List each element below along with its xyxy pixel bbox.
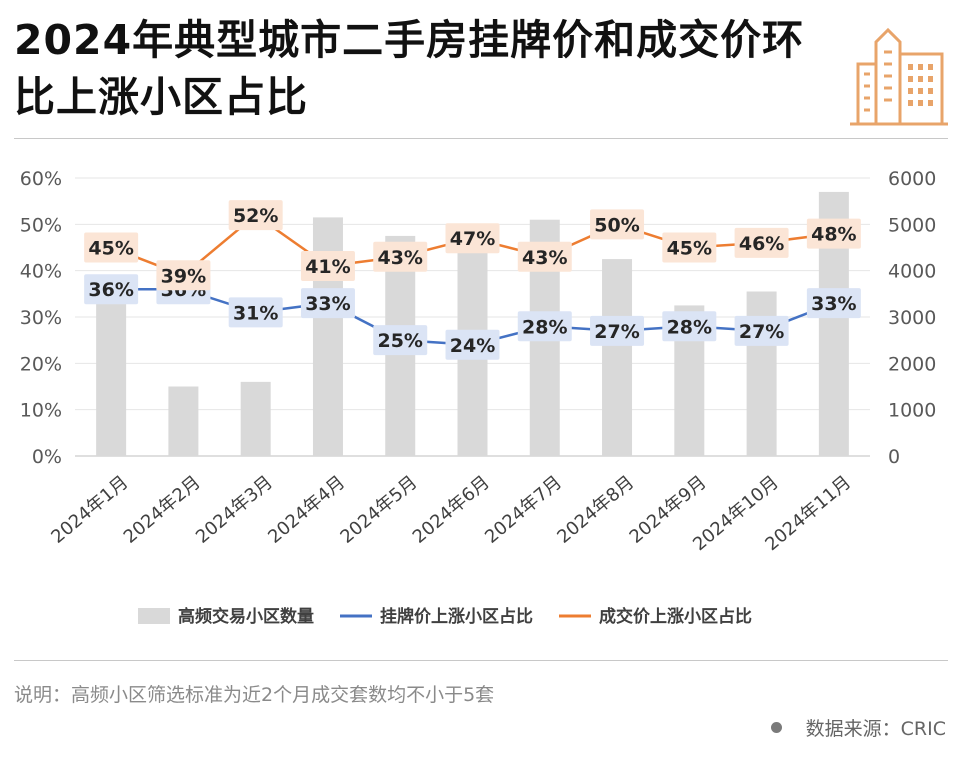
listing-price-data-label: 24% (450, 335, 495, 357)
listing-price-label-bg (445, 329, 500, 360)
deal-price-label-bg (590, 209, 645, 240)
listing-price-data-label: 31% (233, 302, 278, 324)
bullet-dot-icon (770, 722, 782, 733)
bottom-divider (14, 660, 948, 661)
listing-price-label-bg (517, 311, 572, 342)
y-left-tick-label: 60% (20, 168, 62, 190)
listing-price-data-label: 36% (88, 279, 133, 301)
source-line: 数据来源：CRIC (770, 714, 946, 741)
listing-price-label-bg (300, 288, 355, 319)
deal-price-label-bg (373, 241, 428, 272)
y-left-tick-label: 0% (32, 446, 62, 468)
y-right-tick-label: 6000 (888, 168, 936, 190)
bar (168, 386, 199, 456)
deal-price-label-bg (806, 218, 861, 249)
x-tick-label: 2024年4月 (264, 472, 349, 548)
bar (240, 381, 271, 456)
deal-price-label-bg (300, 251, 355, 282)
deal-price-data-label: 52% (233, 205, 278, 227)
x-tick-label: 2024年6月 (409, 472, 494, 548)
y-right-tick-label: 5000 (888, 214, 936, 236)
listing-price-data-label: 28% (522, 316, 567, 338)
x-tick-label: 2024年3月 (192, 472, 277, 548)
y-right-tick-label: 4000 (888, 261, 936, 283)
y-left-tick-label: 40% (20, 261, 62, 283)
legend-label: 高频交易小区数量 (178, 606, 314, 627)
legend-label: 挂牌价上涨小区占比 (380, 606, 533, 627)
deal-price-data-label: 46% (739, 233, 784, 255)
x-tick-label: 2024年8月 (553, 472, 638, 548)
y-right-tick-label: 2000 (888, 353, 936, 375)
chart-area: 0% 10% 20% 30% 40% 50% 60% 0 1000 2000 3000 4000 500… (20, 168, 937, 627)
y-left-tick-label: 20% (20, 353, 62, 375)
y-left-tick-label: 50% (20, 214, 62, 236)
chart-title: 2024年典型城市二手房挂牌价和成交价环比上涨小区占比 (14, 16, 805, 121)
listing-price-label-bg (806, 288, 861, 319)
listing-price-data-label: 28% (667, 316, 712, 338)
listing-price-label-bg (662, 311, 717, 342)
x-tick-label: 2024年2月 (120, 472, 205, 548)
listing-price-data-label: 25% (377, 330, 422, 352)
building-logo-icon (850, 27, 948, 126)
deal-price-data-label: 45% (667, 238, 712, 260)
listing-price-label-bg (590, 315, 645, 346)
listing-price-label-bg (228, 297, 283, 328)
deal-price-label-bg (156, 260, 211, 291)
deal-price-data-label: 43% (377, 247, 422, 269)
footnote: 说明：高频小区筛选标准为近2个月成交套数均不小于5套 (14, 684, 495, 706)
x-tick-label: 2024年7月 (481, 472, 566, 548)
deal-price-data-label: 41% (305, 256, 350, 278)
listing-price-label-bg (373, 325, 428, 356)
listing-price-data-label: 27% (594, 321, 639, 343)
y-right-tick-label: 3000 (888, 307, 936, 329)
x-tick-label: 2024年5月 (336, 472, 421, 548)
source-text: 数据来源：CRIC (805, 718, 946, 740)
listing-price-data-label: 33% (811, 293, 856, 315)
bar (96, 284, 127, 456)
deal-price-data-label: 47% (450, 228, 495, 250)
deal-price-label-bg (84, 232, 139, 263)
top-divider (14, 138, 948, 139)
listing-price-data-label: 33% (305, 293, 350, 315)
deal-price-data-label: 43% (522, 247, 567, 269)
listing-price-data-label: 27% (739, 321, 784, 343)
deal-price-data-label: 45% (88, 238, 133, 260)
y-right-tick-label: 1000 (888, 400, 936, 422)
x-tick-label: 2024年1月 (47, 472, 132, 548)
deal-price-data-label: 50% (594, 214, 639, 236)
deal-price-label-bg (517, 241, 572, 272)
deal-price-label-bg (445, 223, 500, 254)
listing-price-label-bg (734, 315, 789, 346)
deal-price-label-bg (734, 227, 789, 258)
deal-price-label-bg (662, 232, 717, 263)
bar (602, 259, 633, 456)
legend-swatch-bar (138, 608, 170, 624)
y-right-tick-label: 0 (888, 446, 900, 468)
y-left-tick-label: 30% (20, 307, 62, 329)
legend-label: 成交价上涨小区占比 (599, 606, 752, 627)
deal-price-data-label: 39% (161, 265, 206, 287)
y-left-tick-label: 10% (20, 400, 62, 422)
listing-price-label-bg (84, 274, 139, 305)
deal-price-data-label: 48% (811, 224, 856, 246)
deal-price-label-bg (228, 200, 283, 231)
